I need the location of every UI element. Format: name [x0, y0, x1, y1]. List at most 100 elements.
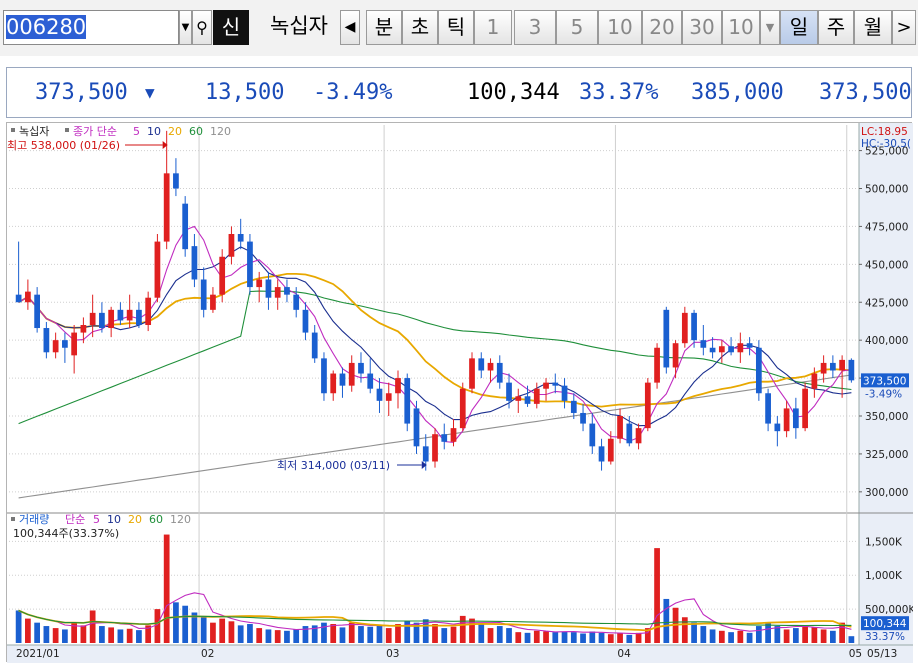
volume-info: 100,344주(33.37%)	[13, 527, 119, 540]
triangle-left-icon: ◀	[344, 19, 356, 35]
toolbar-button-6[interactable]: 3	[514, 10, 556, 45]
candle-body	[459, 388, 466, 429]
code-dropdown-button[interactable]: ▼	[179, 10, 192, 45]
candle-body	[358, 362, 364, 374]
candle-body	[173, 173, 179, 189]
price-summary-bar: 373,500 ▼ 13,500 -3.49% 100,344 33.37% 3…	[6, 67, 912, 118]
volume-bar	[635, 632, 642, 643]
ma60-line	[18, 290, 852, 425]
volume-bar	[700, 626, 707, 643]
candle-body	[191, 246, 198, 280]
min-price-note: 최저 314,000 (03/11)	[277, 459, 390, 472]
toolbar-button-2[interactable]: 분	[366, 10, 402, 45]
candle-body	[820, 362, 827, 374]
volume-tag	[861, 616, 909, 631]
candle-body	[644, 382, 651, 429]
volume-legend-period: 20	[128, 513, 142, 526]
candle-body	[617, 416, 623, 439]
chevron-down-icon: ▼	[765, 21, 775, 34]
candle-body	[561, 385, 568, 401]
date-label: 03	[386, 648, 399, 660]
volume-bar	[718, 630, 725, 643]
candle-body	[52, 340, 59, 353]
candle-body	[746, 343, 753, 348]
volume-bar	[71, 622, 78, 643]
volume-bar	[848, 636, 855, 643]
candle-body	[524, 396, 531, 404]
high-price: 385,000	[691, 80, 784, 105]
volume-bar	[561, 631, 568, 643]
candle-body	[802, 388, 808, 429]
low-price: 373,500	[819, 80, 912, 105]
candle-body	[691, 312, 697, 341]
volume-bar	[219, 618, 226, 643]
chevron-right-icon: >	[896, 17, 912, 38]
volume-ma60-line	[18, 609, 852, 627]
prev-button[interactable]: ◀	[340, 10, 360, 45]
volume-bar	[284, 630, 290, 643]
candle-body	[293, 294, 300, 310]
toolbar-button-11[interactable]: 10	[722, 10, 760, 45]
search-icon: ⚲	[196, 18, 208, 37]
date-label: 05	[849, 648, 862, 660]
next-button[interactable]: >	[892, 10, 916, 45]
candle-body	[330, 373, 337, 394]
price-tick-label: 525,000	[865, 146, 908, 158]
toolbar-button-13[interactable]: 주	[818, 10, 854, 45]
current-price: 373,500	[35, 80, 128, 105]
volume-bar	[34, 622, 41, 643]
minute-dropdown-button[interactable]: ▼	[760, 10, 780, 45]
candle-body	[728, 346, 734, 353]
toolbar-button-10[interactable]: 30	[682, 10, 722, 45]
price-tick-label: 400,000	[865, 335, 908, 347]
search-button[interactable]: ⚲	[192, 10, 212, 45]
volume-bar	[348, 622, 355, 643]
arrow-right-icon	[421, 461, 427, 469]
toolbar-button-3[interactable]: 초	[402, 10, 438, 45]
candle-body	[450, 428, 457, 442]
volume-bar	[478, 624, 485, 643]
down-arrow-icon: ▼	[145, 83, 155, 102]
legend-period: 10	[147, 125, 161, 138]
candle-body	[515, 396, 522, 401]
toolbar-button-4[interactable]: 틱	[438, 10, 474, 45]
price-tick-label: 300,000	[865, 487, 908, 499]
volume-bar	[126, 628, 133, 643]
volume-bar	[43, 626, 50, 643]
toolbar-button-9[interactable]: 20	[642, 10, 682, 45]
date-axis-bg	[7, 645, 913, 663]
volume-bar	[339, 627, 346, 643]
legend-square-icon	[11, 128, 15, 132]
max-price-note: 최고 538,000 (01/26)	[7, 139, 120, 152]
volume-bar	[247, 624, 253, 643]
toolbar-button-0[interactable]: 신	[213, 10, 249, 45]
stock-chart[interactable]: 300,000325,000350,000375,000400,000425,0…	[6, 122, 913, 663]
volume-bar	[385, 628, 392, 643]
current-price-tag-text: 373,500	[863, 375, 906, 387]
legend-square-icon	[11, 517, 15, 521]
candle-body	[533, 388, 540, 404]
toolbar-button-7[interactable]: 5	[556, 10, 598, 45]
toolbar-button-5[interactable]: 1	[474, 10, 512, 45]
toolbar-button-8[interactable]: 10	[598, 10, 642, 45]
volume-bar	[459, 615, 466, 643]
toolbar-button-14[interactable]: 월	[854, 10, 892, 45]
stock-code-input[interactable]: 006280	[3, 10, 179, 45]
price-tick-label: 425,000	[865, 297, 908, 309]
price-tick-label: 350,000	[865, 411, 908, 423]
volume-bar	[496, 626, 503, 643]
volume-bar	[15, 610, 22, 643]
candle-body	[774, 423, 781, 432]
candle-body	[580, 412, 586, 424]
candle-body	[681, 312, 688, 344]
toolbar-button-12[interactable]: 일	[780, 10, 818, 45]
price-tick-label: 325,000	[865, 449, 908, 461]
candle-body	[339, 373, 346, 386]
candle-body	[709, 347, 716, 353]
volume-bar	[802, 625, 808, 643]
volume-bar	[774, 626, 781, 643]
volume-bar	[163, 534, 170, 643]
volume-legend-period: 120	[170, 513, 191, 526]
arrow-right-icon	[162, 141, 168, 149]
price-change: 13,500	[205, 80, 285, 105]
